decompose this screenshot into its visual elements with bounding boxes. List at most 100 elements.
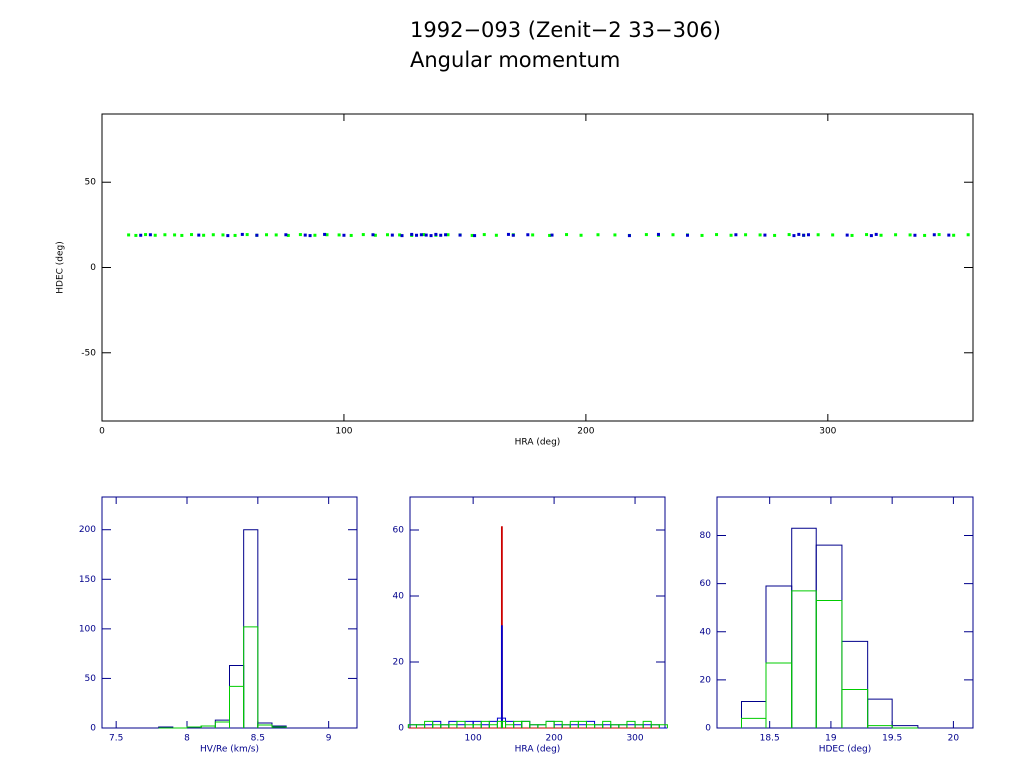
point bbox=[325, 233, 329, 237]
y-tick-label: 60 bbox=[700, 579, 712, 589]
histogram-bar bbox=[496, 717, 502, 728]
point bbox=[163, 233, 167, 237]
x-tick-label: 100 bbox=[335, 427, 352, 437]
point bbox=[506, 232, 510, 236]
x-axis-label: HRA (deg) bbox=[515, 745, 561, 755]
point bbox=[894, 233, 898, 237]
point bbox=[274, 233, 278, 237]
point bbox=[422, 233, 426, 237]
point bbox=[831, 233, 835, 237]
plot-frame bbox=[409, 496, 666, 729]
point bbox=[173, 233, 177, 237]
x-tick-label: 20 bbox=[948, 734, 960, 744]
x-tick-label: 8.5 bbox=[251, 734, 265, 744]
point bbox=[255, 233, 259, 237]
x-axis-label: HDEC (deg) bbox=[819, 745, 872, 755]
point bbox=[303, 233, 307, 237]
y-tick-label: 40 bbox=[393, 592, 405, 602]
histogram-bar bbox=[765, 585, 793, 728]
point bbox=[908, 233, 912, 237]
point bbox=[494, 233, 498, 237]
x-tick-label: 18.5 bbox=[760, 734, 780, 744]
point bbox=[729, 233, 733, 237]
histogram-bar bbox=[229, 685, 245, 728]
point bbox=[415, 233, 419, 237]
point bbox=[715, 233, 719, 237]
point bbox=[526, 233, 530, 237]
point bbox=[613, 233, 617, 237]
point bbox=[565, 233, 569, 237]
point bbox=[734, 233, 738, 237]
y-tick-label: 100 bbox=[79, 624, 96, 634]
histogram-bar bbox=[740, 717, 767, 728]
point bbox=[874, 232, 878, 236]
point bbox=[865, 233, 869, 237]
point bbox=[424, 233, 428, 237]
point bbox=[458, 233, 462, 237]
x-tick-label: 7.5 bbox=[109, 734, 123, 744]
y-tick-label: 0 bbox=[705, 724, 711, 734]
histogram-bar bbox=[815, 544, 843, 728]
histogram-bar bbox=[841, 640, 869, 728]
point bbox=[371, 233, 375, 237]
y-tick-label: 80 bbox=[700, 531, 712, 541]
point bbox=[434, 232, 438, 236]
point bbox=[284, 233, 288, 237]
point bbox=[226, 234, 230, 238]
point bbox=[947, 233, 951, 237]
point bbox=[139, 233, 143, 237]
histogram-bar bbox=[214, 721, 230, 728]
point bbox=[773, 233, 777, 237]
point bbox=[298, 233, 302, 237]
histogram-bar bbox=[740, 701, 767, 728]
y-tick-label: -50 bbox=[81, 348, 96, 358]
histogram-bar bbox=[545, 720, 555, 728]
y-tick-label: 20 bbox=[700, 675, 712, 685]
point bbox=[148, 233, 152, 237]
histogram-bar bbox=[841, 689, 869, 728]
point bbox=[470, 233, 474, 237]
point bbox=[763, 233, 767, 237]
y-tick-label: 50 bbox=[85, 178, 97, 188]
y-tick-label: 0 bbox=[90, 263, 96, 273]
histogram-bar bbox=[867, 698, 893, 728]
y-tick-label: 60 bbox=[393, 526, 405, 536]
histogram-bar bbox=[214, 719, 230, 728]
point bbox=[286, 233, 290, 237]
point bbox=[758, 233, 762, 237]
histogram-bar bbox=[658, 724, 668, 728]
point bbox=[644, 233, 648, 237]
x-tick-label: 9 bbox=[326, 734, 332, 744]
point bbox=[429, 234, 433, 238]
point bbox=[197, 233, 201, 237]
point bbox=[686, 233, 690, 237]
point bbox=[240, 232, 244, 236]
chart-subtitle: Angular momentum bbox=[410, 48, 620, 72]
point bbox=[816, 233, 820, 237]
histogram-bar bbox=[271, 726, 287, 728]
point bbox=[127, 233, 131, 237]
histogram-bar bbox=[867, 725, 893, 728]
histogram-bar bbox=[496, 720, 502, 728]
point bbox=[349, 233, 353, 237]
point bbox=[531, 233, 535, 237]
point bbox=[134, 233, 138, 237]
x-tick-label: 19.5 bbox=[882, 734, 902, 744]
histogram-bar bbox=[243, 529, 259, 728]
histogram-bar bbox=[791, 590, 817, 728]
point bbox=[313, 233, 317, 237]
point bbox=[937, 233, 941, 237]
point bbox=[410, 232, 414, 236]
y-tick-label: 50 bbox=[85, 674, 97, 684]
point bbox=[361, 233, 365, 237]
histogram-bar bbox=[545, 720, 555, 728]
x-tick-label: 8 bbox=[184, 734, 190, 744]
point bbox=[806, 233, 810, 237]
point bbox=[373, 233, 377, 237]
point bbox=[439, 233, 443, 237]
histogram-bar bbox=[521, 720, 531, 728]
point bbox=[211, 233, 215, 237]
point bbox=[879, 233, 883, 237]
y-tick-label: 0 bbox=[90, 724, 96, 734]
